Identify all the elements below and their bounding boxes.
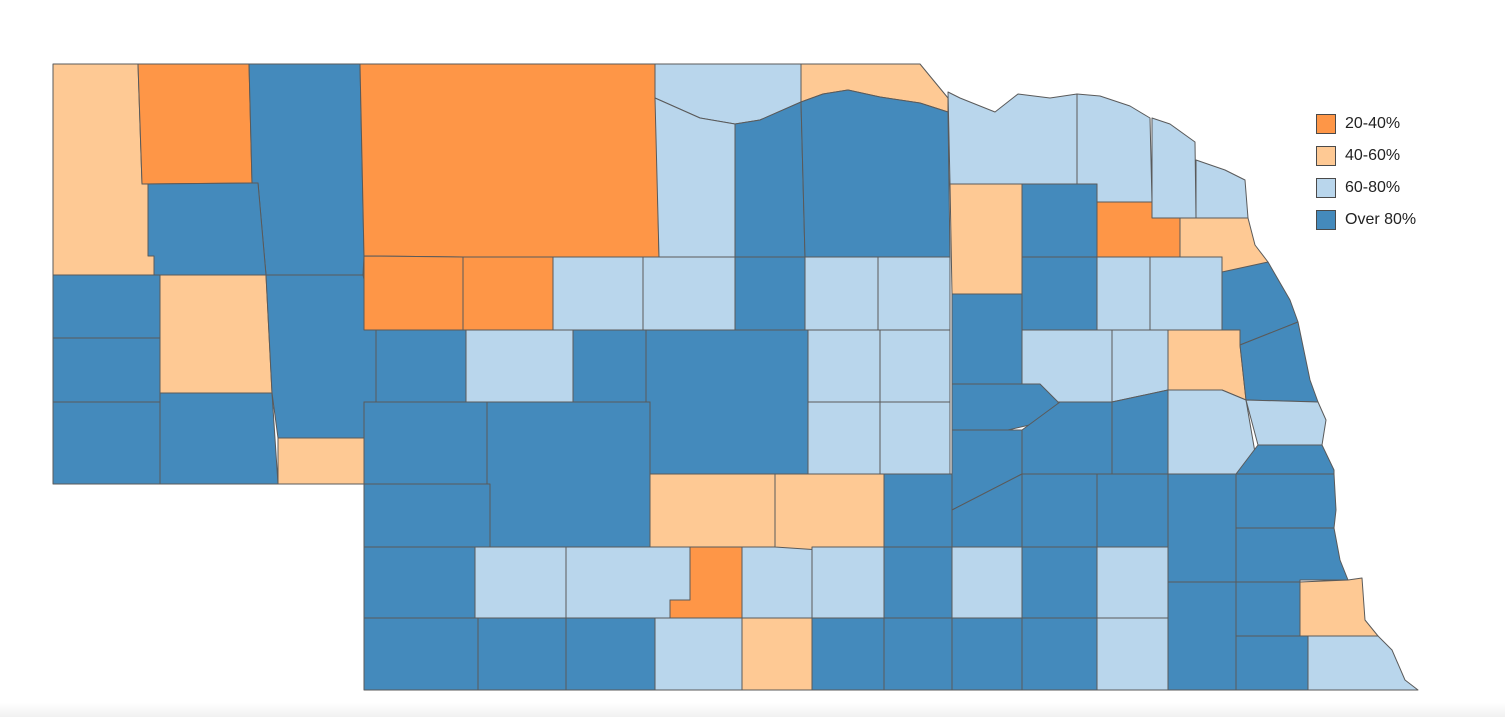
legend-label: 20-40% xyxy=(1345,115,1401,132)
county-dawes[interactable] xyxy=(137,63,253,185)
county-arthur[interactable] xyxy=(375,329,467,403)
county-grant[interactable] xyxy=(363,255,464,331)
legend-label: 40-60% xyxy=(1345,147,1401,164)
county-garfield[interactable] xyxy=(804,256,879,331)
county-saunders[interactable] xyxy=(1167,389,1259,475)
county-chase[interactable] xyxy=(363,546,476,619)
county-butler[interactable] xyxy=(1096,473,1169,548)
county-kearney[interactable] xyxy=(811,546,885,619)
legend-item: Over 80% xyxy=(1316,204,1416,236)
county-custer[interactable] xyxy=(645,329,809,475)
county-lincoln[interactable] xyxy=(486,401,651,548)
county-antelope[interactable] xyxy=(949,183,1023,295)
legend-label: 60-80% xyxy=(1345,179,1401,196)
county-greeley[interactable] xyxy=(879,329,951,403)
county-cuming[interactable] xyxy=(1149,256,1223,331)
county-seward[interactable] xyxy=(883,473,953,548)
county-clay[interactable] xyxy=(951,546,1023,619)
county-hamilton[interactable] xyxy=(1111,389,1169,475)
county-hooker[interactable] xyxy=(462,256,554,331)
county-dakota[interactable] xyxy=(1195,159,1249,219)
county-buffalo[interactable] xyxy=(774,473,885,554)
county-cass[interactable] xyxy=(1235,527,1349,583)
county-stanton[interactable] xyxy=(1096,256,1151,331)
county-jefferson[interactable] xyxy=(1021,617,1098,691)
county-york[interactable] xyxy=(1021,473,1098,548)
county-rock[interactable] xyxy=(734,101,806,258)
county-saline[interactable] xyxy=(1021,546,1098,619)
county-phelps[interactable] xyxy=(669,546,743,619)
county-dixon[interactable] xyxy=(1151,117,1197,219)
county-mcpherson[interactable] xyxy=(465,329,574,403)
county-morrill[interactable] xyxy=(159,274,273,394)
county-furnas[interactable] xyxy=(654,617,743,691)
county-sarpy[interactable] xyxy=(1235,444,1335,475)
county-cheyenne[interactable] xyxy=(159,392,279,485)
county-sherman[interactable] xyxy=(807,401,881,475)
county-webster[interactable] xyxy=(811,617,885,691)
county-thayer[interactable] xyxy=(951,617,1023,691)
county-loup[interactable] xyxy=(734,256,806,331)
county-box-butte[interactable] xyxy=(147,182,267,276)
county-madison[interactable] xyxy=(1021,256,1098,331)
county-nemaha[interactable] xyxy=(1299,577,1379,637)
county-fillmore[interactable] xyxy=(1096,546,1169,619)
county-scotts-bluff[interactable] xyxy=(52,274,161,339)
county-hitchcock[interactable] xyxy=(477,617,567,691)
county-knox[interactable] xyxy=(947,91,1078,185)
county-garden[interactable] xyxy=(265,274,377,439)
county-hayes[interactable] xyxy=(277,437,365,485)
county-thomas[interactable] xyxy=(552,256,644,331)
county-harlan[interactable] xyxy=(741,546,813,619)
county-kimball[interactable] xyxy=(52,401,161,485)
county-holt[interactable] xyxy=(800,89,951,258)
county-blaine[interactable] xyxy=(642,256,736,331)
legend-swatch xyxy=(1316,210,1336,230)
legend-swatch xyxy=(1316,178,1336,198)
window-bottom-edge xyxy=(0,703,1505,717)
legend-item: 60-80% xyxy=(1316,172,1416,204)
county-dawson[interactable] xyxy=(649,473,776,548)
county-pierce[interactable] xyxy=(1021,183,1098,258)
legend-item: 40-60% xyxy=(1316,140,1416,172)
county-banner[interactable] xyxy=(52,337,161,403)
map-legend: 20-40% 40-60% 60-80% Over 80% xyxy=(1316,108,1416,236)
county-nuckolls[interactable] xyxy=(883,617,953,691)
county-perkins[interactable] xyxy=(363,483,491,548)
legend-item: 20-40% xyxy=(1316,108,1416,140)
county-colfax[interactable] xyxy=(1111,329,1169,403)
county-wheeler[interactable] xyxy=(877,256,951,331)
county-red-willow[interactable] xyxy=(565,617,656,691)
county-franklin[interactable] xyxy=(741,617,813,691)
county-johnson[interactable] xyxy=(1235,581,1301,637)
county-richardson[interactable] xyxy=(1307,635,1419,691)
legend-swatch xyxy=(1316,146,1336,166)
legend-swatch xyxy=(1316,114,1336,134)
county-frontier[interactable] xyxy=(474,546,567,619)
county-lancaster[interactable] xyxy=(1235,473,1337,529)
county-boone[interactable] xyxy=(951,293,1023,385)
county-adams[interactable] xyxy=(883,546,953,619)
county-cherry[interactable] xyxy=(359,63,660,258)
county-logan[interactable] xyxy=(572,329,647,403)
county-dundy[interactable] xyxy=(363,617,479,691)
county-brown[interactable] xyxy=(654,97,736,258)
county-saline-east[interactable] xyxy=(1096,617,1169,691)
county-keith[interactable] xyxy=(363,401,488,485)
county-otoe[interactable] xyxy=(1167,473,1237,583)
county-washington[interactable] xyxy=(1239,321,1319,403)
county-valley[interactable] xyxy=(807,329,881,403)
county-pawnee[interactable] xyxy=(1235,635,1309,691)
county-gage[interactable] xyxy=(1167,581,1237,691)
county-howard[interactable] xyxy=(879,401,951,475)
county-sheridan[interactable] xyxy=(248,63,365,276)
county-douglas[interactable] xyxy=(1245,399,1327,446)
legend-label: Over 80% xyxy=(1345,211,1417,228)
